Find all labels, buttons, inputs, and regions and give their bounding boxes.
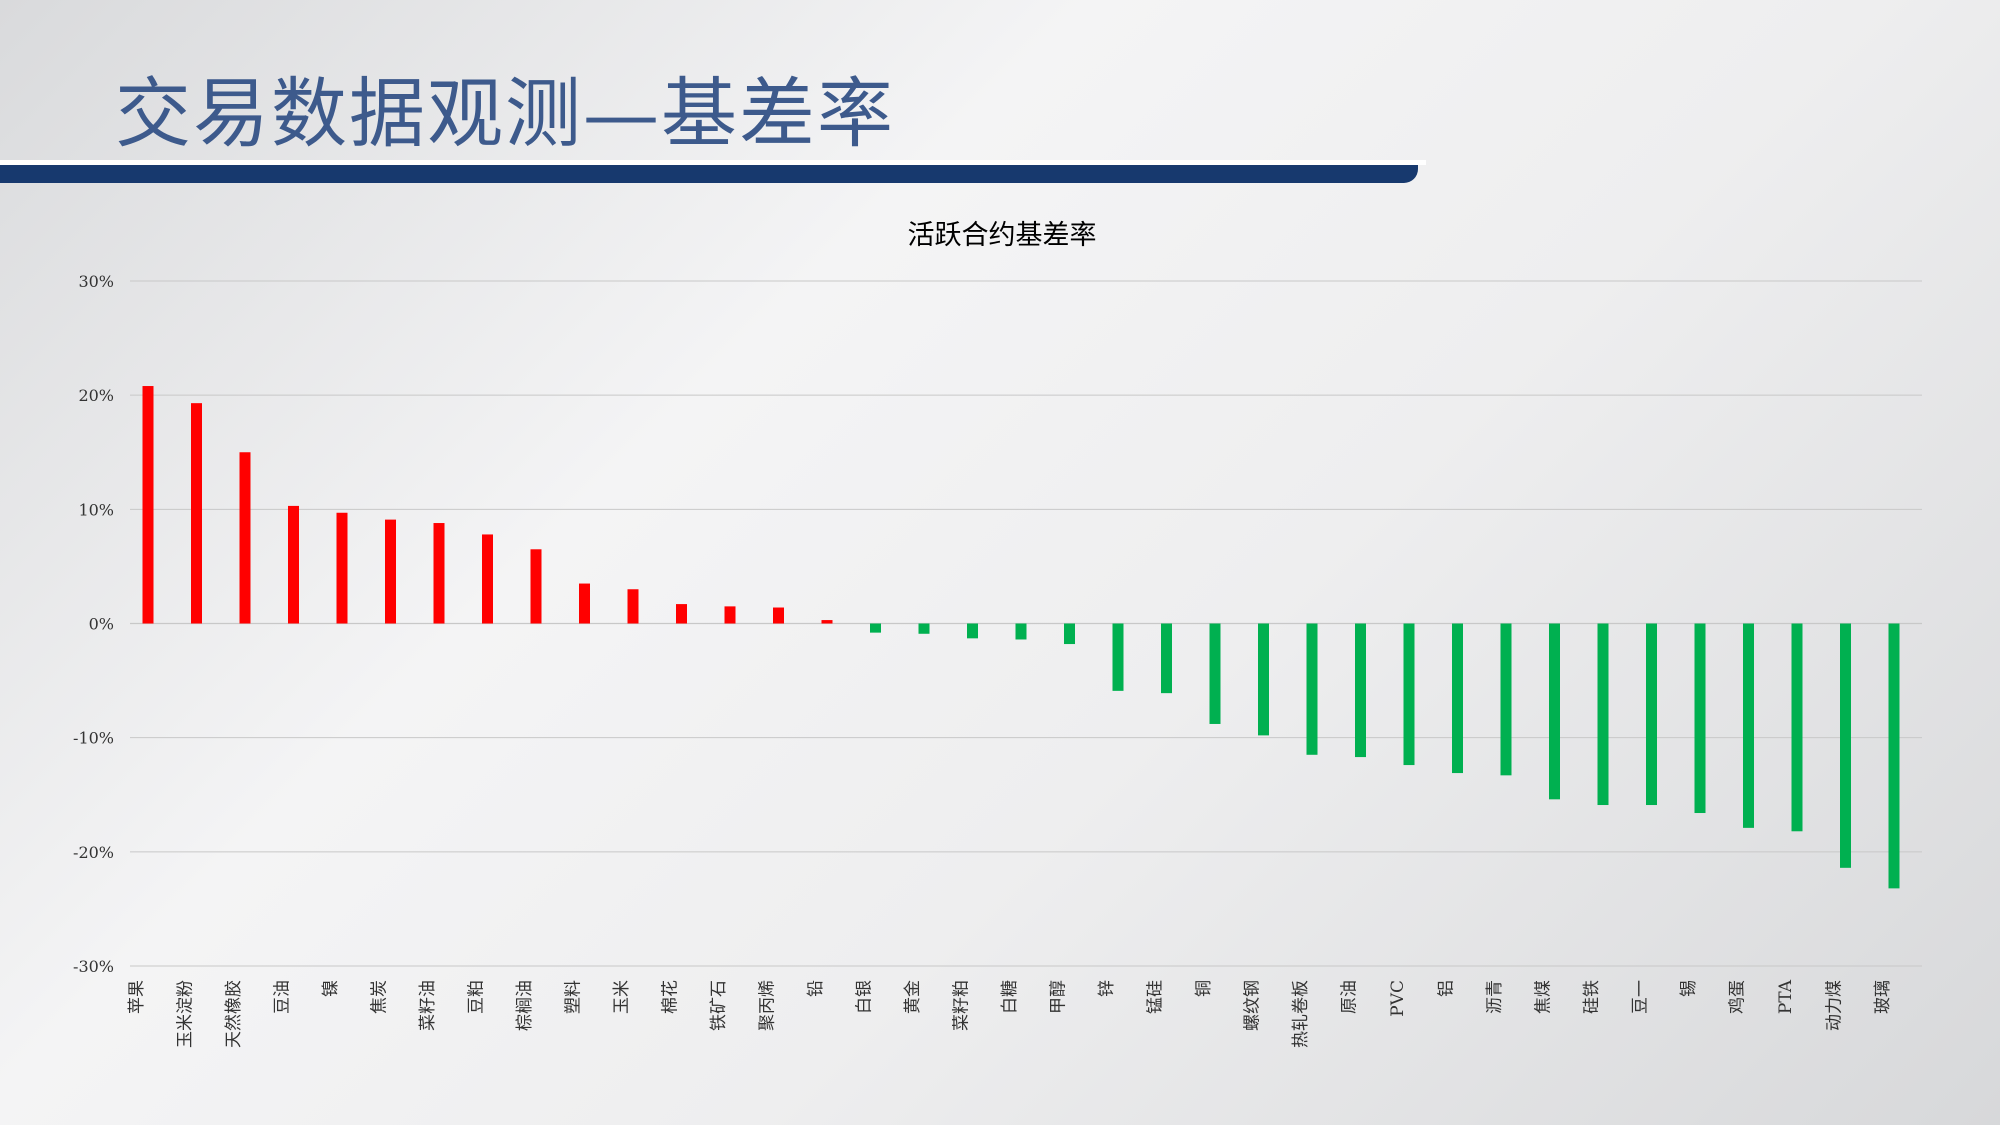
bar-玉米	[627, 589, 639, 624]
x-tick-label: 豆油	[273, 980, 293, 1014]
bar-甲醇	[1064, 623, 1075, 645]
x-tick-label: 天然橡胶	[224, 980, 244, 1048]
x-tick-label: 铝	[1437, 980, 1457, 997]
x-tick-label: 豆一	[1631, 980, 1651, 1014]
bar-铅	[821, 620, 833, 624]
x-tick-label: 塑料	[564, 980, 584, 1014]
x-tick-label: 铅	[806, 980, 826, 997]
bar-玻璃	[1888, 623, 1900, 889]
x-tick-label: PVC	[1388, 980, 1408, 1017]
bar-菜籽粕	[967, 623, 978, 639]
x-tick-label: 焦炭	[370, 980, 390, 1014]
title-underline-highlight	[0, 160, 1426, 165]
x-tick-label: 玉米	[612, 980, 632, 1014]
bar-苹果	[142, 386, 154, 624]
x-tick-label: 玉米淀粉	[176, 980, 196, 1048]
chart-title: 活跃合约基差率	[908, 220, 1097, 251]
x-tick-label: 锡	[1679, 980, 1699, 997]
bar-豆油	[288, 505, 299, 624]
bar-动力煤	[1840, 623, 1851, 868]
x-tick-label: 热轧卷板	[1291, 980, 1311, 1048]
bar-硅铁	[1597, 623, 1609, 806]
bar-白糖	[1015, 623, 1027, 640]
y-tick-label: 0%	[89, 615, 114, 634]
y-axis: 30% 20% 10% 0% -10% -20% -30%	[73, 272, 114, 976]
x-tick-label: 硅铁	[1582, 980, 1602, 1014]
bar-镍	[336, 512, 348, 624]
bar-黄金	[918, 623, 930, 634]
bar-沥青	[1500, 623, 1512, 776]
bar-PTA	[1791, 623, 1803, 832]
x-tick-label: 锰硅	[1146, 980, 1166, 1014]
bar-菜籽油	[433, 523, 445, 624]
bar-天然橡胶	[239, 452, 251, 624]
x-tick-label: 动力煤	[1825, 980, 1845, 1031]
bar-铜	[1209, 623, 1221, 724]
y-tick-label: -30%	[73, 957, 114, 976]
bar-塑料	[579, 583, 590, 624]
x-tick-label: 铁矿石	[709, 980, 729, 1031]
y-tick-label: -20%	[73, 843, 114, 862]
bar-铝	[1452, 623, 1463, 774]
x-axis: 苹果 玉米淀粉 天然橡胶 豆油 镍 焦炭 菜籽油 豆粕 棕榈油 塑料 玉米 棉花 铁矿石 聚丙烯 铅 白银 黄金…	[127, 979, 1893, 1048]
chart-bars	[142, 386, 1900, 889]
bar-豆一	[1646, 623, 1657, 806]
bar-聚丙烯	[773, 607, 784, 624]
x-tick-label: 苹果	[127, 980, 147, 1014]
y-tick-label: 10%	[78, 500, 114, 519]
y-tick-label: 20%	[78, 386, 114, 405]
bar-棉花	[676, 604, 687, 624]
x-tick-label: 菜籽粕	[952, 980, 972, 1031]
slide-title: 交易数据观测—基差率	[115, 69, 895, 158]
x-tick-label: 甲醇	[1049, 980, 1069, 1014]
x-tick-label: 鸡蛋	[1728, 980, 1748, 1014]
x-tick-label: PTA	[1776, 979, 1796, 1014]
x-tick-label: 棉花	[661, 980, 681, 1014]
bar-螺纹钢	[1258, 623, 1269, 736]
bar-原油	[1355, 623, 1366, 758]
x-tick-label: 螺纹钢	[1243, 980, 1263, 1031]
y-tick-label: 30%	[78, 272, 114, 291]
x-tick-label: 棕榈油	[515, 980, 535, 1031]
x-tick-label: 焦煤	[1534, 980, 1554, 1014]
x-tick-label: 玻璃	[1873, 980, 1893, 1014]
bar-焦煤	[1549, 623, 1560, 800]
x-tick-label: 白银	[855, 980, 875, 1014]
x-tick-label: 菜籽油	[418, 980, 438, 1031]
bar-鸡蛋	[1743, 623, 1754, 828]
title-underline-band	[0, 165, 1418, 183]
bar-锌	[1112, 623, 1124, 691]
x-tick-label: 豆粕	[467, 980, 487, 1014]
x-tick-label: 黄金	[903, 980, 923, 1014]
bar-白银	[870, 623, 881, 633]
bar-锰硅	[1161, 623, 1172, 694]
bar-PVC	[1403, 623, 1415, 766]
x-tick-label: 沥青	[1485, 980, 1505, 1014]
bar-铁矿石	[724, 606, 736, 624]
x-tick-label: 原油	[1340, 980, 1360, 1014]
bar-棕榈油	[530, 549, 542, 624]
bar-玉米淀粉	[191, 403, 202, 624]
x-tick-label: 铜	[1194, 980, 1214, 997]
y-tick-label: -10%	[73, 729, 114, 748]
x-tick-label: 白糖	[1000, 980, 1020, 1014]
x-tick-label: 锌	[1097, 980, 1117, 997]
bar-焦炭	[385, 519, 396, 624]
bar-豆粕	[482, 534, 493, 624]
x-tick-label: 镍	[321, 980, 341, 997]
bar-锡	[1694, 623, 1706, 814]
x-tick-label: 聚丙烯	[758, 980, 778, 1031]
bar-热轧卷板	[1306, 623, 1318, 755]
